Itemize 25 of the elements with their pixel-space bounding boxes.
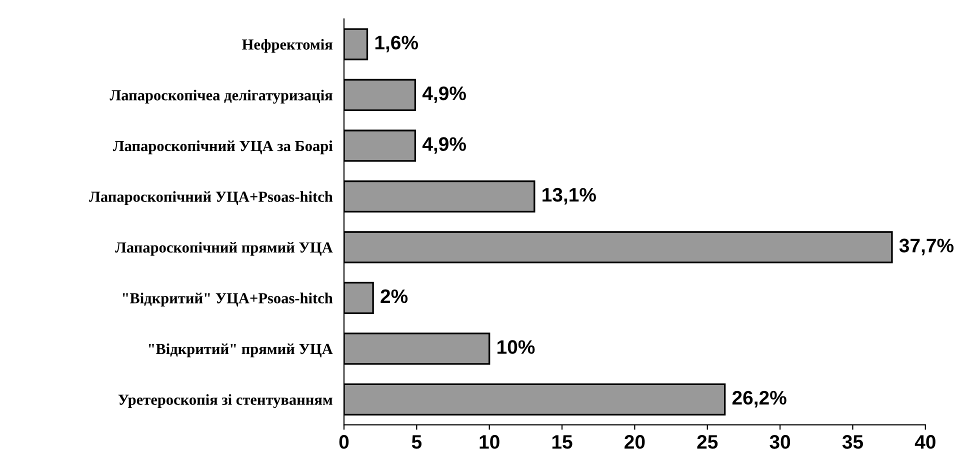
x-tick-label: 15	[552, 435, 572, 449]
data-label: 4,9%	[422, 86, 466, 104]
x-tick-label: 30	[770, 435, 790, 449]
x-tick-label: 25	[697, 435, 718, 449]
y-tick-label: Лапароскопічний прямий УЦА	[115, 242, 333, 256]
data-label: 10%	[498, 340, 535, 354]
y-tick-label: Лапароскопічеа делігатуризація	[110, 90, 332, 104]
x-tick-label: 35	[842, 435, 863, 449]
y-tick-label: "Відкритий" УЦА+Psoas-hitch	[122, 292, 333, 307]
data-label: 2%	[380, 289, 408, 304]
data-label: 4,9%	[422, 137, 466, 154]
y-tick-label: "Відкритий" прямий УЦА	[148, 343, 333, 358]
data-label: 1,6%	[375, 36, 418, 52]
x-tick-label: 20	[624, 435, 645, 449]
x-tick-label: 0	[339, 435, 349, 449]
y-tick-label: Лапароскопічний УЦА+Psoas-hitch	[89, 191, 333, 206]
data-label: 26,2%	[732, 390, 786, 408]
x-tick-label: 5	[412, 435, 422, 449]
x-tick-label: 40	[914, 435, 936, 449]
y-tick-label: Лапароскопічний УЦА за Боарі	[112, 140, 333, 154]
data-label: 37,7%	[899, 238, 954, 256]
y-tick-label: Уретероскопія зі стентуванням	[118, 394, 332, 408]
x-tick-label: 10	[480, 435, 500, 449]
data-label: 13,1%	[542, 188, 596, 205]
y-tick-label: Нефректомія	[242, 38, 332, 53]
